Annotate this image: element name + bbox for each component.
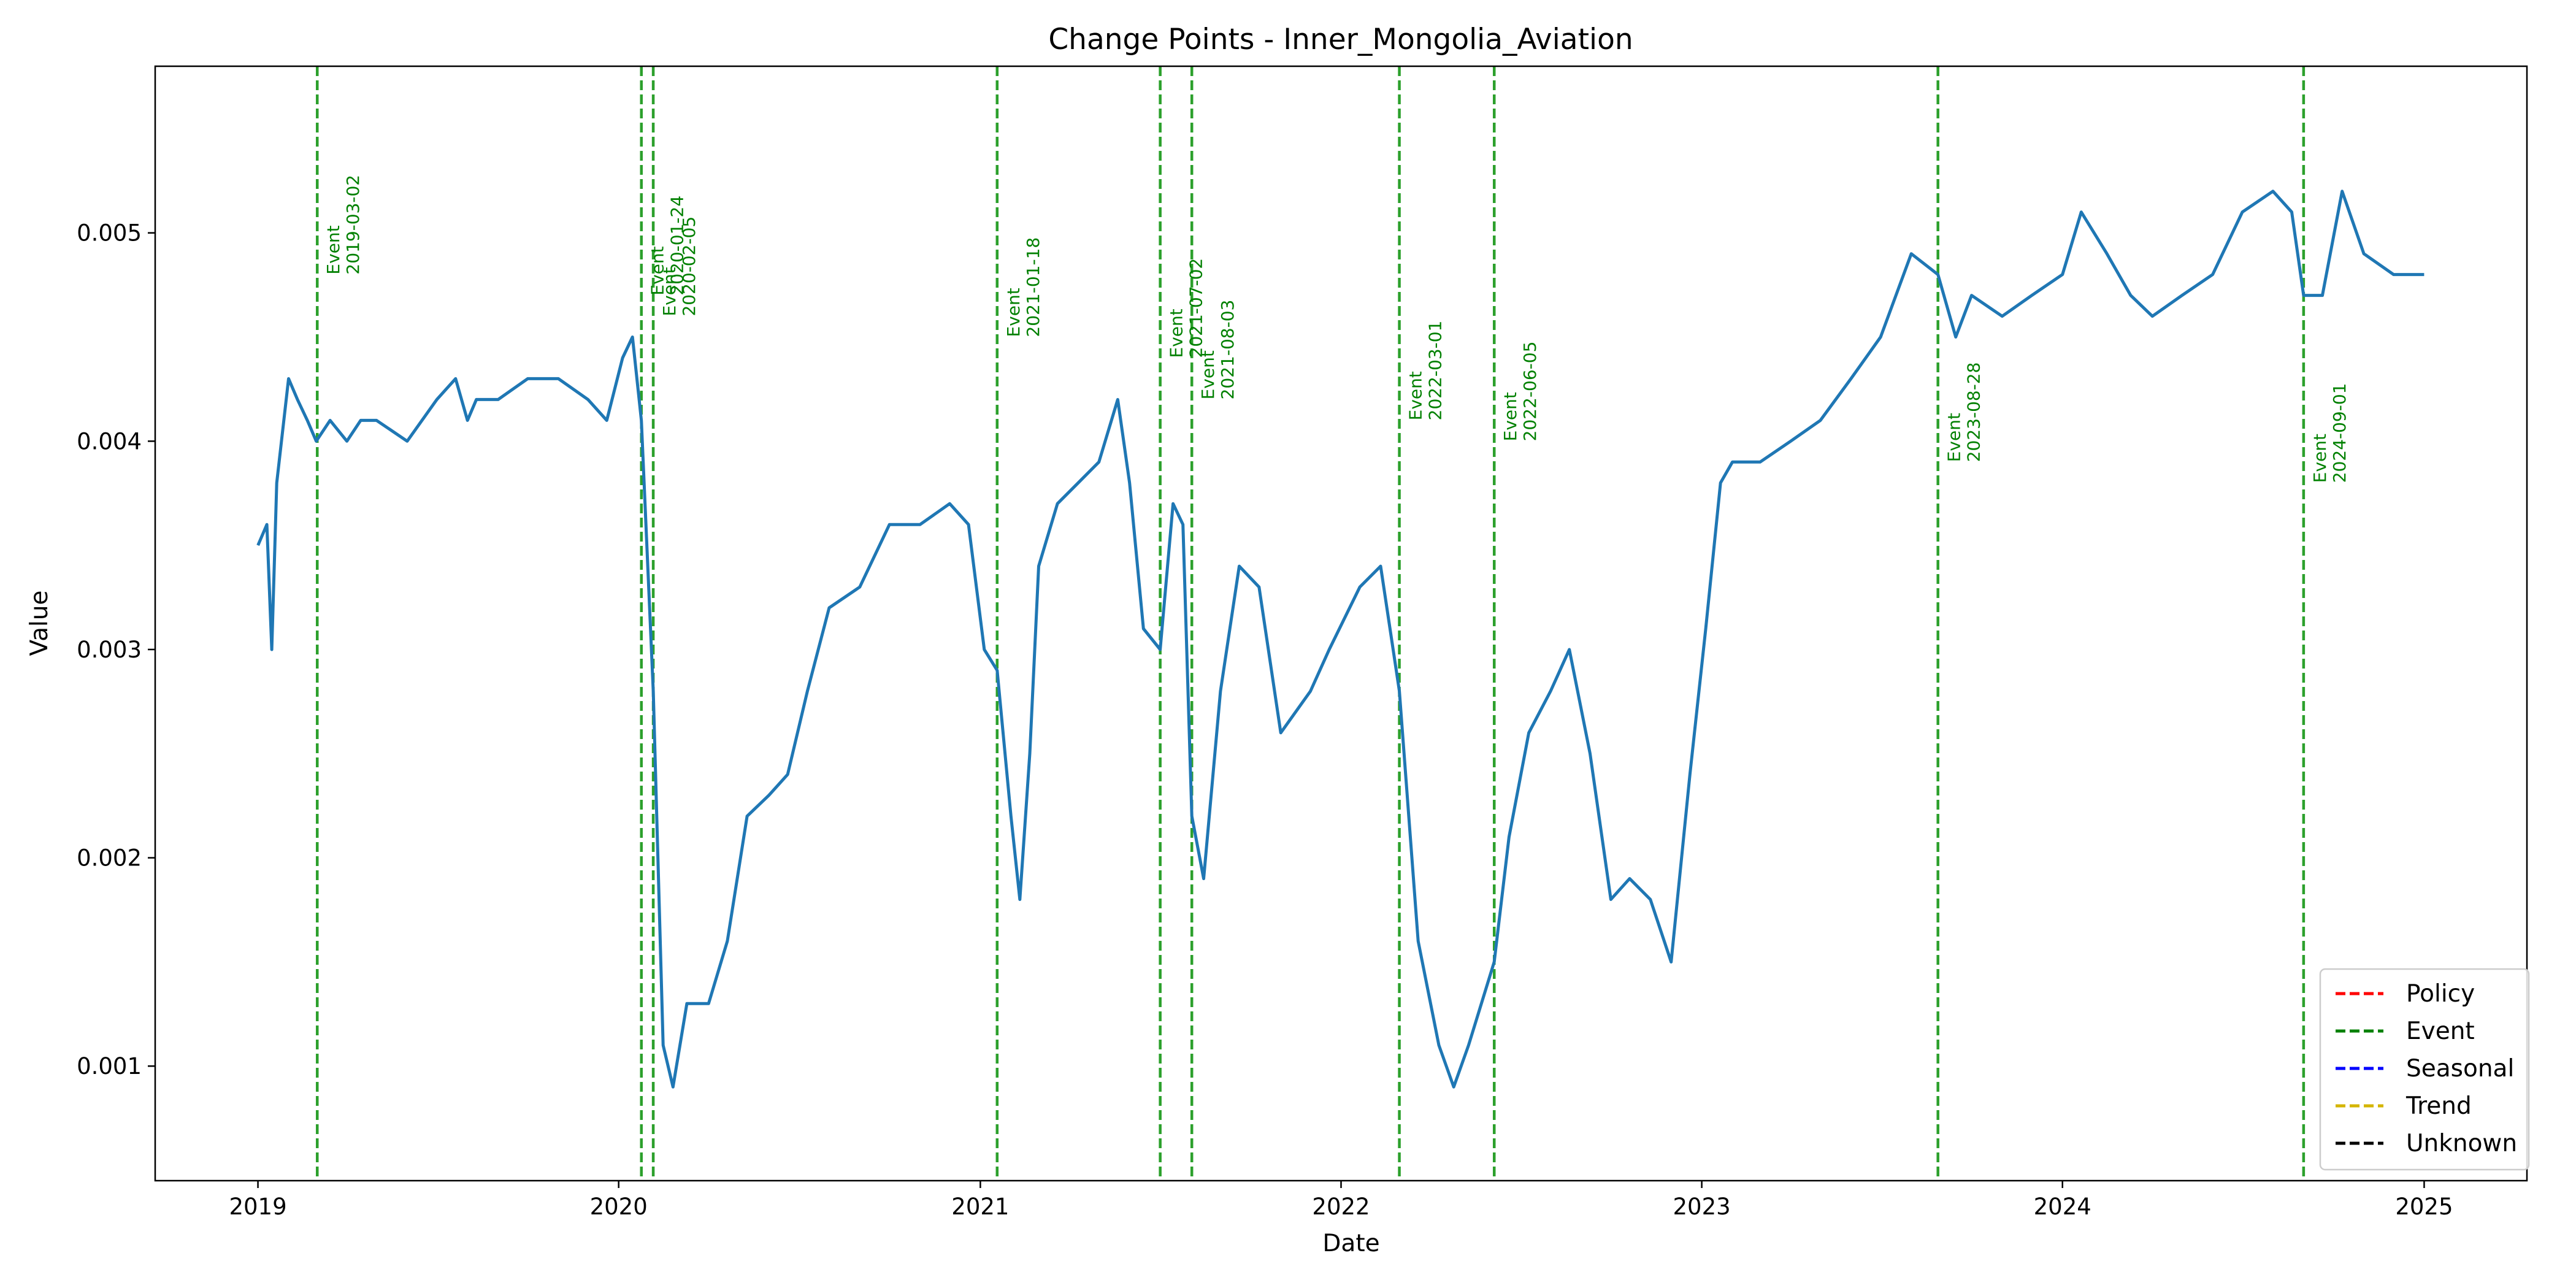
legend-label: Unknown bbox=[2406, 1130, 2517, 1157]
x-tick-label: 2023 bbox=[1673, 1194, 1731, 1220]
series-layer bbox=[256, 190, 2425, 1089]
legend-box bbox=[2319, 968, 2530, 1171]
change-point-label: Event2022-03-01 bbox=[1406, 321, 1446, 421]
x-tick-label: 2019 bbox=[229, 1194, 286, 1220]
y-tick-label: 0.005 bbox=[77, 220, 142, 247]
change-point-lines bbox=[315, 66, 2306, 1181]
y-tick-label: 0.002 bbox=[77, 845, 142, 872]
legend-label: Policy bbox=[2406, 980, 2475, 1008]
legend-label: Seasonal bbox=[2406, 1055, 2514, 1083]
x-tick-label: 2025 bbox=[2395, 1194, 2453, 1220]
x-tick-label: 2020 bbox=[590, 1194, 648, 1220]
change-point-label: Event2021-01-18 bbox=[1003, 237, 1043, 337]
y-tick-label: 0.001 bbox=[77, 1053, 142, 1079]
y-axis: 0.001 0.002 0.003 0.004 0.005 bbox=[77, 220, 155, 1079]
change-point-label: Event2021-08-03 bbox=[1198, 300, 1238, 400]
change-point-labels: Event2019-03-02 Event2020-01-24Event2020-… bbox=[323, 175, 2350, 483]
change-point-label: Event2019-03-02 bbox=[323, 175, 363, 275]
series-line bbox=[256, 190, 2425, 1089]
y-tick-label: 0.004 bbox=[77, 428, 142, 454]
x-tick-label: 2021 bbox=[951, 1194, 1009, 1220]
legend-label: Event bbox=[2406, 1018, 2475, 1045]
change-point-label: Event2020-02-05 bbox=[659, 217, 699, 316]
x-tick-label: 2024 bbox=[2034, 1194, 2091, 1220]
x-axis-title: Date bbox=[1322, 1230, 1379, 1257]
x-axis: 2019 2020 2021 2022 2023 2024 2025 bbox=[229, 1181, 2453, 1220]
y-tick-label: 0.003 bbox=[77, 637, 142, 663]
y-axis-title: Value bbox=[26, 590, 53, 656]
change-point-label: Event2022-06-05 bbox=[1500, 342, 1540, 442]
change-point-label: Event2024-09-01 bbox=[2310, 383, 2350, 483]
chart-title: Change Points - Inner_Mongolia_Aviation bbox=[1048, 23, 1633, 56]
change-point-label: Event2023-08-28 bbox=[1944, 362, 1984, 462]
legend: Policy Event Seasonal Trend Unknown bbox=[2319, 968, 2530, 1171]
change-point-label: Event2021-07-02 bbox=[1167, 258, 1206, 358]
x-tick-label: 2022 bbox=[1312, 1194, 1370, 1220]
change-point-label: Event2020-01-24 bbox=[648, 196, 688, 296]
legend-label: Trend bbox=[2405, 1092, 2472, 1120]
